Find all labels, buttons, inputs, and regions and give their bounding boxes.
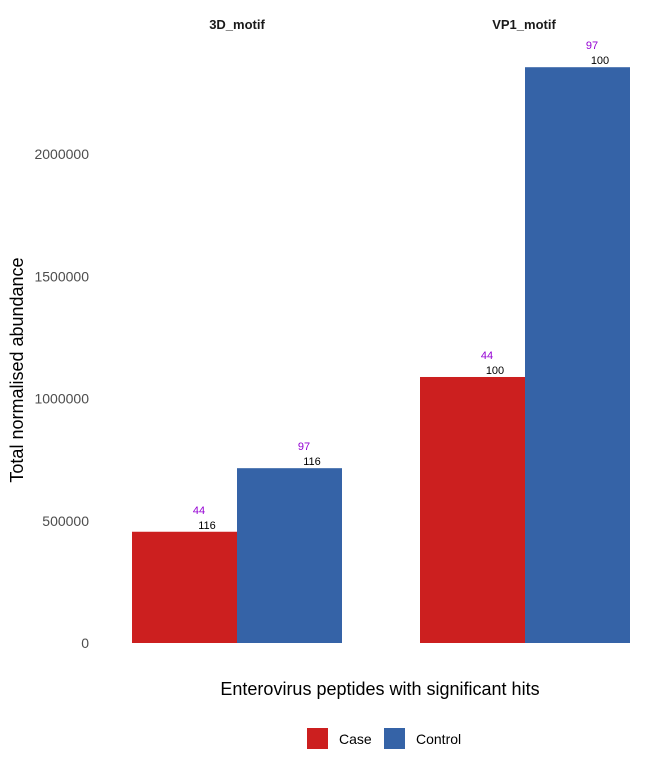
y-tick-label: 0 xyxy=(81,635,89,651)
bar-control xyxy=(237,468,342,643)
x-axis-title: Enterovirus peptides with significant hi… xyxy=(220,679,539,699)
bar-control xyxy=(525,67,630,643)
bar-count-label-upper: 97 xyxy=(298,441,310,453)
bar-count-label-upper: 97 xyxy=(586,40,598,52)
y-axis: 0 500000 1000000 1500000 2000000 xyxy=(34,146,89,651)
bar-count-label-upper: 44 xyxy=(193,505,205,517)
facets: 3D_motif 116 44 116 97 VP1_motif 100 44 100 97 xyxy=(132,17,630,643)
legend: Case Control xyxy=(307,728,461,749)
facet-panel: VP1_motif 100 44 100 97 xyxy=(420,17,630,643)
facet-panel: 3D_motif 116 44 116 97 xyxy=(132,17,342,643)
y-tick-label: 500000 xyxy=(42,513,89,529)
y-tick-label: 1000000 xyxy=(34,391,89,407)
y-axis-title: Total normalised abundance xyxy=(7,257,27,482)
bar-count-label: 116 xyxy=(198,520,216,532)
bar-count-label: 100 xyxy=(591,55,609,67)
y-tick-label: 1500000 xyxy=(34,268,89,284)
legend-swatch xyxy=(307,728,328,749)
legend-label: Case xyxy=(339,731,372,747)
legend-item: Case xyxy=(307,728,372,749)
legend-item: Control xyxy=(384,728,461,749)
legend-swatch xyxy=(384,728,405,749)
y-tick-label: 2000000 xyxy=(34,146,89,162)
bar-case xyxy=(420,376,525,643)
bar-count-label-upper: 44 xyxy=(481,350,493,362)
facet-title: VP1_motif xyxy=(492,17,556,32)
legend-label: Control xyxy=(416,731,461,747)
bar-case xyxy=(132,531,237,643)
bar-count-label: 116 xyxy=(303,456,321,468)
bar-count-label: 100 xyxy=(486,365,504,377)
facet-title: 3D_motif xyxy=(209,17,265,32)
